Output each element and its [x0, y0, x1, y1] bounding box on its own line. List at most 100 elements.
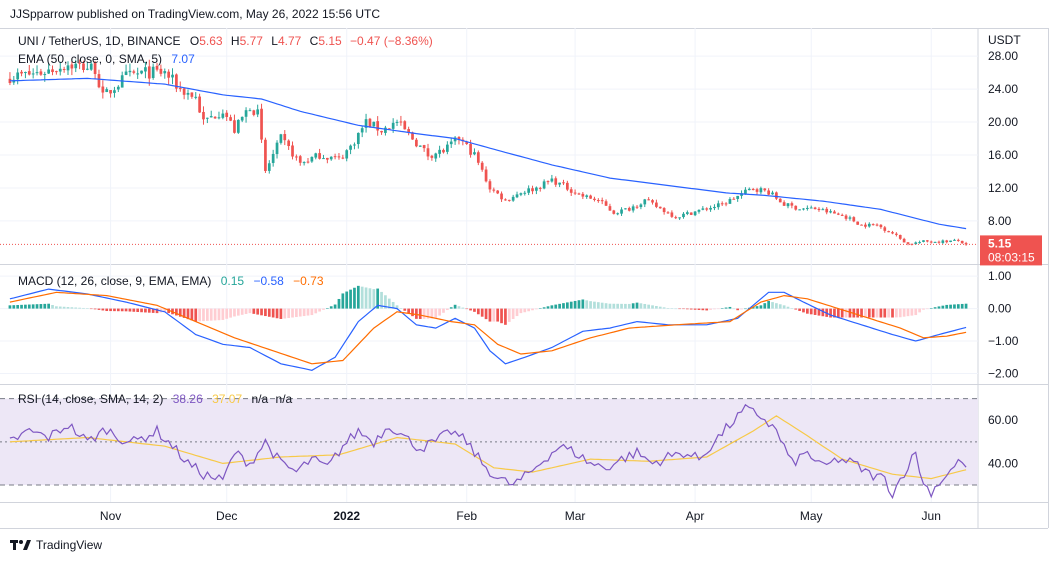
macd-hist-bar — [194, 308, 198, 322]
macd-hist-bar — [895, 308, 898, 318]
candle-body — [956, 239, 960, 241]
candle-body — [434, 153, 438, 159]
high-value: 5.77 — [240, 34, 264, 48]
macd-hist-bar — [473, 308, 476, 312]
candle-body — [624, 208, 627, 210]
candle-body — [47, 69, 50, 74]
candle-body — [527, 188, 530, 193]
macd-hist-bar — [418, 308, 422, 319]
macd-hist-bar — [786, 306, 790, 309]
candle-body — [833, 211, 836, 214]
candle-body — [426, 148, 430, 157]
x-tick-label: Feb — [456, 509, 477, 523]
candle-body — [109, 89, 112, 94]
candle-body — [89, 63, 93, 70]
candle-body — [929, 241, 933, 243]
macd-hist-bar — [775, 303, 778, 309]
macd-hist-bar — [531, 308, 534, 311]
macd-hist-bar — [693, 308, 697, 310]
macd-hist-bar — [283, 308, 287, 319]
ema-line — [9, 77, 967, 230]
macd-hist-bar — [120, 308, 124, 312]
candle-body — [674, 217, 678, 219]
macd-hist-bar — [724, 307, 728, 309]
macd-hist-bar — [635, 302, 639, 309]
candle-body — [252, 110, 256, 115]
macd-hist-bar — [446, 308, 449, 311]
macd-hist-bar — [767, 301, 770, 309]
macd-hist-bar — [538, 308, 542, 309]
macd-hist-bar — [403, 308, 407, 311]
macd-hist-bar — [488, 308, 492, 322]
candle-body — [786, 203, 790, 207]
macd-hist-bar — [624, 303, 627, 309]
candle-body — [326, 157, 329, 160]
macd-hist-bar — [206, 308, 209, 321]
candle-body — [395, 121, 399, 123]
axis-layer: 28.00 24.00 20.00 16.00 12.00 8.00 1.00 0.00 −1.… — [100, 49, 1019, 523]
macd-hist-bar — [577, 300, 581, 309]
macd-hist-bar — [442, 308, 445, 313]
macd-hist-bar — [573, 300, 577, 309]
candles-layer[interactable] — [0, 59, 978, 246]
rsi-band-layer — [0, 398, 978, 486]
macd-hist-bar — [875, 308, 879, 318]
rsi-line — [9, 403, 967, 500]
macd-legend: MACD (12, 26, close, 9, EMA, EMA) 0.15 −… — [18, 274, 324, 288]
macd-hist-bar — [51, 305, 54, 309]
macd-hist-bar — [720, 308, 724, 309]
macd-hist-bar — [569, 301, 573, 309]
candle-body — [113, 90, 116, 93]
candle-body — [144, 67, 147, 72]
x-tick-label: May — [800, 509, 823, 523]
macd-hist-bar — [89, 308, 93, 310]
macd-hist-bar — [345, 291, 349, 309]
x-tick-label: Dec — [216, 509, 237, 523]
macd-hist-bar — [8, 305, 12, 309]
macd-hist-bar — [109, 308, 112, 312]
macd-hist-bar — [182, 308, 186, 318]
macd-hist-bar — [902, 308, 906, 317]
candle-body — [209, 116, 213, 118]
macd-hist-bar — [229, 308, 232, 318]
candle-body — [755, 189, 759, 192]
candle-body — [507, 199, 511, 201]
candle-body — [914, 242, 918, 245]
footer-brand[interactable]: TradingView — [10, 538, 102, 552]
candle-body — [902, 238, 906, 243]
candle-body — [411, 132, 414, 140]
rsi-tick-label: 60.00 — [988, 413, 1018, 427]
candle-body — [128, 70, 132, 73]
candle-body — [883, 227, 887, 231]
macd-hist-bar — [415, 308, 418, 319]
candle-body — [225, 112, 229, 117]
candle-body — [140, 70, 143, 74]
macd-hist-bar — [298, 308, 302, 317]
candle-body — [66, 65, 70, 71]
candle-body — [662, 208, 666, 213]
candle-body — [651, 200, 654, 203]
macd-hist-bar — [523, 308, 527, 313]
macd-hist-bar — [198, 308, 201, 322]
ema-legend-name: EMA (50, close, 0, SMA, 5) — [18, 52, 162, 66]
candle-body — [310, 156, 314, 162]
macd-hist-bar — [35, 304, 39, 309]
macd-hist-bar — [504, 308, 507, 325]
candle-body — [678, 217, 681, 219]
candle-body — [287, 140, 290, 147]
macd-hist-bar — [686, 308, 689, 310]
candle-body — [291, 145, 294, 157]
candle-body — [399, 121, 403, 123]
macd-hist-bar — [175, 308, 178, 316]
macd-hist-bar — [678, 308, 681, 310]
candle-body — [248, 110, 252, 112]
macd-hist-bar — [682, 308, 685, 310]
macd-hist-bar — [252, 308, 256, 314]
macd-hist-bar — [438, 308, 441, 316]
candle-body — [221, 113, 225, 118]
macd-hist-bar — [372, 289, 376, 309]
macd-hist-bar — [213, 308, 217, 321]
candle-body — [213, 116, 217, 119]
